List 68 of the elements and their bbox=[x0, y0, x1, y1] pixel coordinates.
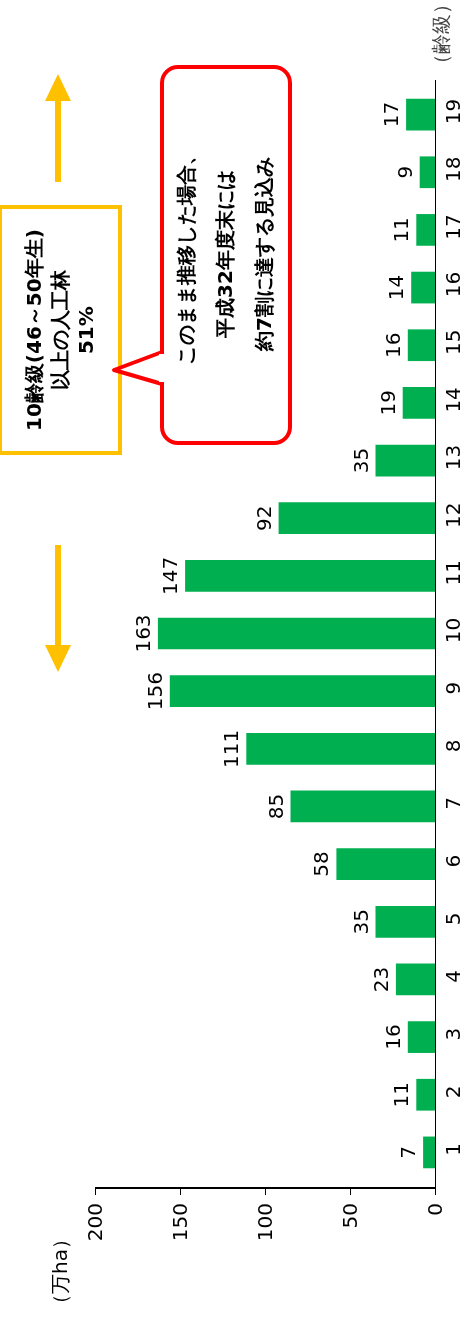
x-tick-label: 50 bbox=[337, 1203, 362, 1229]
y-tick-label: 3 bbox=[441, 1027, 465, 1041]
y-tick-label: 1 bbox=[441, 1143, 465, 1156]
data-label: 14 bbox=[384, 274, 409, 301]
data-label: 7 bbox=[396, 1146, 421, 1159]
y-tick-label: 15 bbox=[441, 329, 465, 355]
data-label: 17 bbox=[379, 101, 404, 128]
data-label: 92 bbox=[251, 505, 276, 531]
y-tick-label: 12 bbox=[441, 502, 465, 528]
y-tick-label: 10 bbox=[441, 617, 465, 644]
y-tick-label: 9 bbox=[441, 681, 465, 695]
y-tick-label: 8 bbox=[441, 739, 465, 753]
bar bbox=[395, 963, 435, 996]
data-label: 147 bbox=[158, 556, 183, 595]
bar bbox=[406, 98, 435, 131]
bar bbox=[157, 617, 435, 650]
y-tick-label: 14 bbox=[441, 387, 465, 413]
data-label: 16 bbox=[380, 1024, 405, 1050]
y-tick-label: 16 bbox=[441, 271, 465, 298]
bar bbox=[336, 848, 435, 880]
data-label: 19 bbox=[375, 390, 400, 416]
data-label: 58 bbox=[309, 851, 334, 877]
y-axis-title: （齢級） bbox=[429, 0, 453, 74]
data-label: 23 bbox=[368, 966, 393, 993]
annotation: 10齢級(46～50年生) 以上の人工林 51% bbox=[22, 229, 98, 431]
data-label: 111 bbox=[219, 729, 244, 768]
y-tick-label: 7 bbox=[441, 797, 465, 810]
data-label: 16 bbox=[380, 332, 405, 358]
data-label: 11 bbox=[389, 1082, 414, 1108]
bar bbox=[169, 675, 435, 708]
x-tick-label: 0 bbox=[422, 1203, 447, 1216]
bar bbox=[402, 387, 435, 419]
bar bbox=[290, 790, 435, 823]
x-tick-label: 100 bbox=[252, 1203, 277, 1242]
bar bbox=[375, 905, 435, 938]
y-tick-label: 19 bbox=[441, 98, 465, 125]
bar bbox=[407, 329, 435, 362]
data-label: 163 bbox=[130, 614, 155, 653]
y-tick-label: 17 bbox=[441, 214, 465, 240]
bar bbox=[375, 444, 435, 477]
y-tick-label: 2 bbox=[441, 1085, 465, 1099]
data-label: 35 bbox=[348, 909, 373, 935]
y-tick-label: 4 bbox=[441, 970, 465, 983]
annotation: このまま推移した場合、 bbox=[174, 145, 198, 365]
bar bbox=[185, 559, 435, 592]
bar bbox=[419, 156, 435, 189]
bar bbox=[416, 214, 435, 246]
annotation: 平成32年度末には bbox=[213, 170, 237, 339]
y-tick-label: 6 bbox=[441, 854, 465, 868]
data-label: 85 bbox=[263, 793, 288, 820]
bar bbox=[407, 1021, 435, 1053]
bar bbox=[416, 1078, 435, 1111]
x-tick-label: 200 bbox=[82, 1203, 107, 1242]
annotation: 約7割に達する見込み bbox=[252, 157, 276, 352]
y-tick-label: 18 bbox=[441, 156, 465, 182]
y-tick-label: 13 bbox=[441, 444, 465, 471]
y-tick-label: 5 bbox=[441, 912, 465, 926]
x-tick-label: 150 bbox=[167, 1203, 192, 1242]
bar bbox=[278, 502, 435, 535]
bar bbox=[411, 271, 435, 304]
bar bbox=[246, 732, 435, 765]
bar bbox=[423, 1136, 435, 1169]
data-label: 11 bbox=[389, 217, 414, 243]
text: （万ha） bbox=[48, 1229, 72, 1314]
y-tick-label: 11 bbox=[441, 560, 465, 586]
data-label: 9 bbox=[392, 165, 417, 179]
data-label: 35 bbox=[348, 447, 373, 474]
data-label: 156 bbox=[142, 672, 167, 711]
